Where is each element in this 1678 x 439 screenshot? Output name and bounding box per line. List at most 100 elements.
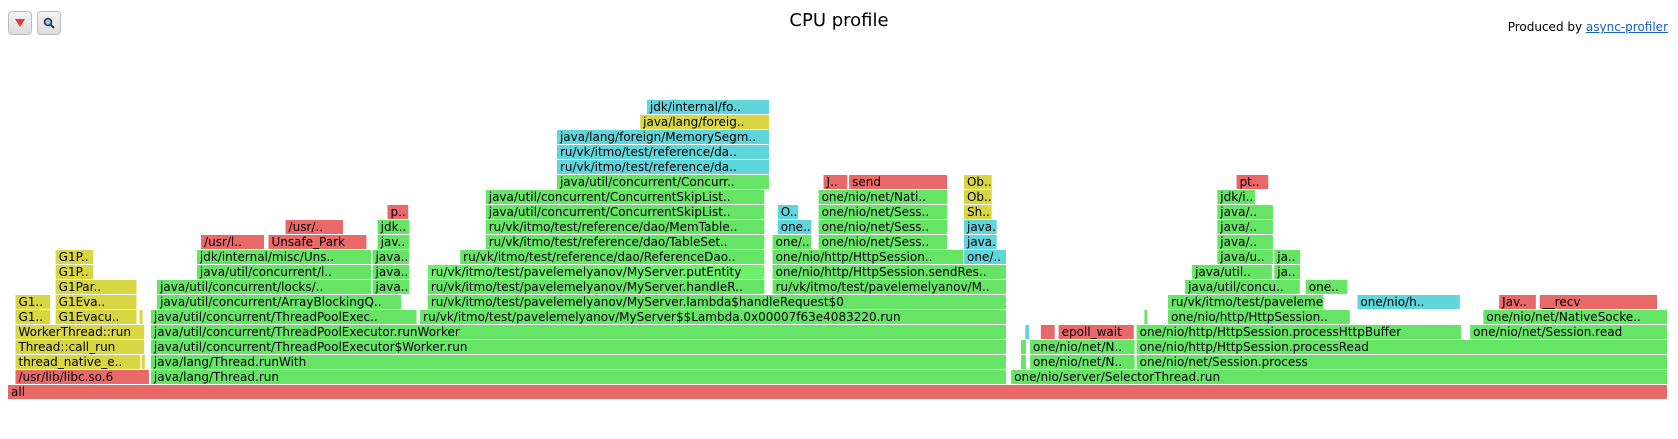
frame[interactable]: java/lang/foreign/MemorySegm.. <box>556 130 769 144</box>
frame-rect[interactable] <box>139 310 143 324</box>
frame[interactable]: java.. <box>372 265 410 279</box>
frame-rect[interactable] <box>1192 265 1272 279</box>
frame[interactable]: ru/vk/itmo/test/pavelemelyanov/MyServer$… <box>420 310 1006 324</box>
frame[interactable]: java.. <box>963 235 1000 249</box>
frame[interactable]: jdk/i.. <box>1217 190 1255 204</box>
frame-rect[interactable] <box>196 265 372 279</box>
frame[interactable]: G1.. <box>15 310 51 324</box>
frame-rect[interactable] <box>963 250 1006 264</box>
frame[interactable]: Ob.. <box>963 190 992 204</box>
frame-rect[interactable] <box>772 280 1006 294</box>
frame-rect[interactable] <box>157 295 402 309</box>
frame-rect[interactable] <box>387 205 409 219</box>
frame-rect[interactable] <box>1305 280 1348 294</box>
frame[interactable]: pt.. <box>1236 175 1269 189</box>
frame-rect[interactable] <box>1030 355 1135 369</box>
frame-rect[interactable] <box>485 190 765 204</box>
frame-rect[interactable] <box>377 220 410 234</box>
frame-rect[interactable] <box>150 310 417 324</box>
frame-rect[interactable] <box>849 175 948 189</box>
frame-rect[interactable] <box>823 175 848 189</box>
frame[interactable]: one/nio/http/HttpSession.. <box>1168 310 1350 324</box>
async-profiler-link[interactable]: async-profiler <box>1585 20 1668 34</box>
frame-rect[interactable] <box>55 295 137 309</box>
frame[interactable] <box>1021 355 1026 369</box>
frame-rect[interactable] <box>150 355 1006 369</box>
frame[interactable]: java/.. <box>1217 235 1273 249</box>
frame-rect[interactable] <box>777 205 799 219</box>
frame[interactable]: java/.. <box>1217 220 1273 234</box>
frame[interactable] <box>1144 310 1148 324</box>
frame[interactable]: java/util.. <box>1192 265 1272 279</box>
frame[interactable]: ru/vk/itmo/test/pavelemelyanov/M.. <box>772 280 1006 294</box>
frame[interactable]: one/nio/net/Nati.. <box>818 190 948 204</box>
frame-rect[interactable] <box>485 235 765 249</box>
frame-rect[interactable] <box>485 220 765 234</box>
frame[interactable]: ru/vk/itmo/test/reference/da.. <box>556 160 769 174</box>
frame-rect[interactable] <box>372 265 410 279</box>
frame-rect[interactable] <box>427 265 765 279</box>
frame[interactable]: G1Par.. <box>55 280 137 294</box>
frame[interactable] <box>1025 325 1030 339</box>
frame-rect[interactable] <box>1025 325 1030 339</box>
frame[interactable]: one/.. <box>772 235 812 249</box>
frame-rect[interactable] <box>460 250 765 264</box>
frame[interactable]: ru/vk/itmo/test/reference/da.. <box>556 145 769 159</box>
frame-rect[interactable] <box>141 355 145 369</box>
frame[interactable]: one/nio/net/N.. <box>1030 340 1135 354</box>
frame-rect[interactable] <box>427 280 765 294</box>
frame[interactable]: send <box>849 175 948 189</box>
frame-rect[interactable] <box>201 235 264 249</box>
frame-rect[interactable] <box>1357 295 1460 309</box>
frame[interactable]: WorkerThread::run <box>15 325 145 339</box>
frame[interactable]: G1P.. <box>55 265 94 279</box>
frame[interactable]: ja.. <box>1274 265 1301 279</box>
frame-rect[interactable] <box>15 340 145 354</box>
frame[interactable]: one/nio/net/Session.process <box>1136 355 1667 369</box>
frame-rect[interactable] <box>1021 340 1026 354</box>
frame-rect[interactable] <box>818 190 948 204</box>
frame-rect[interactable] <box>1185 280 1300 294</box>
frame-rect[interactable] <box>1217 220 1273 234</box>
frame-rect[interactable] <box>1236 175 1269 189</box>
frame-rect[interactable] <box>1168 310 1350 324</box>
frame-rect[interactable] <box>1058 325 1134 339</box>
frame[interactable]: java/lang/foreig.. <box>640 115 769 129</box>
frame-rect[interactable] <box>1136 355 1667 369</box>
frame[interactable]: Thread::call_run <box>15 340 145 354</box>
frame[interactable]: one/nio/http/HttpSession.sendRes.. <box>772 265 1006 279</box>
frame[interactable]: Ob.. <box>963 175 992 189</box>
frame-rect[interactable] <box>556 160 769 174</box>
frame-rect[interactable] <box>1136 325 1462 339</box>
frame[interactable]: java/util/concurrent/ArrayBlockingQ.. <box>157 295 402 309</box>
frame-rect[interactable] <box>963 190 992 204</box>
frame[interactable]: Sh.. <box>963 205 992 219</box>
frame[interactable]: ru/vk/itmo/test/paveleme.. <box>1168 295 1331 309</box>
frame-rect[interactable] <box>963 205 992 219</box>
frame[interactable]: one/nio/http/HttpSession.processRead <box>1136 340 1667 354</box>
frame[interactable]: java/util/concurrent/locks/.. <box>157 280 371 294</box>
frame[interactable] <box>1021 340 1026 354</box>
frame-rect[interactable] <box>818 205 948 219</box>
frame[interactable] <box>1040 325 1055 339</box>
frame-rect[interactable] <box>1539 295 1658 309</box>
frame-rect[interactable] <box>420 310 1006 324</box>
frame-rect[interactable] <box>777 220 812 234</box>
frame-rect[interactable] <box>772 250 963 264</box>
frame-rect[interactable] <box>640 115 769 129</box>
frame[interactable]: one/nio/server/SelectorThread.run <box>1011 370 1667 384</box>
frame[interactable]: ru/vk/itmo/test/reference/dao/MemTable.. <box>485 220 765 234</box>
frame[interactable] <box>141 355 145 369</box>
frame-rect[interactable] <box>772 265 1006 279</box>
frame-rect[interactable] <box>157 280 371 294</box>
frame[interactable]: java/u.. <box>1217 250 1273 264</box>
frame-rect[interactable] <box>556 175 769 189</box>
frame-rect[interactable] <box>285 220 343 234</box>
frame[interactable]: G1Evacu.. <box>55 310 137 324</box>
frame[interactable]: one/nio/net/Sess.. <box>818 220 948 234</box>
frame-rect[interactable] <box>15 325 145 339</box>
frame[interactable]: G1P.. <box>55 250 94 264</box>
search-button[interactable] <box>37 11 61 35</box>
frame-rect[interactable] <box>372 250 410 264</box>
frame[interactable]: thread_native_e.. <box>15 355 141 369</box>
